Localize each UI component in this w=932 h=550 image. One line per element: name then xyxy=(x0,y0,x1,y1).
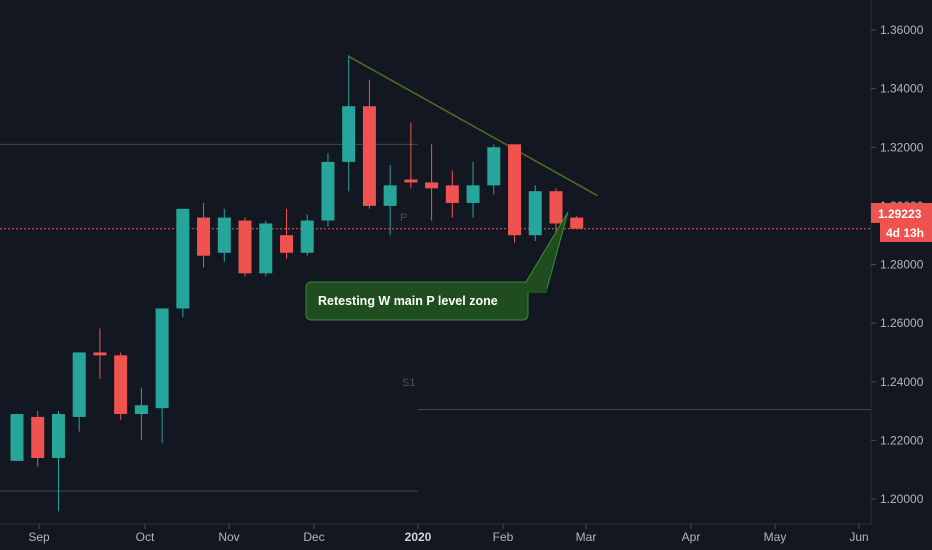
y-tick-label: 1.32000 xyxy=(880,140,924,154)
x-tick-label: May xyxy=(764,530,787,544)
x-tick-label: Feb xyxy=(493,530,514,544)
candle-body xyxy=(134,405,148,414)
candle-body xyxy=(176,208,190,309)
x-axis: Sep Oct Nov Dec 2020 Feb Mar Apr May Jun xyxy=(28,524,869,544)
candle xyxy=(176,208,190,318)
x-tick-label: 2020 xyxy=(405,530,432,544)
candle xyxy=(114,352,128,420)
candle xyxy=(425,144,439,221)
x-tick-label: Mar xyxy=(576,530,597,544)
candle-body xyxy=(342,106,356,162)
candle xyxy=(197,202,211,268)
y-tick-label: 1.20000 xyxy=(880,492,924,506)
annotation-callout[interactable]: Retesting W main P level zone xyxy=(305,211,569,321)
trendline-layer xyxy=(348,55,598,197)
candle xyxy=(466,161,480,218)
candle xyxy=(487,144,501,195)
candle xyxy=(362,79,376,209)
candle-body xyxy=(445,185,459,203)
candle-body xyxy=(279,235,293,253)
x-tick-label: Jun xyxy=(849,530,868,544)
candle-body xyxy=(10,413,24,461)
candle xyxy=(528,185,542,242)
candle-body xyxy=(93,352,107,356)
price-tag-box xyxy=(871,203,932,223)
trendline xyxy=(348,55,598,197)
candle-body xyxy=(404,179,418,183)
candle xyxy=(383,164,397,236)
callout-box xyxy=(305,281,529,321)
candle xyxy=(10,413,24,461)
candle-body xyxy=(487,147,501,186)
candle xyxy=(342,55,356,192)
candle-body xyxy=(362,106,376,206)
candle xyxy=(508,144,522,243)
countdown-tag-box xyxy=(880,223,932,242)
x-tick-label: Nov xyxy=(218,530,239,544)
candle xyxy=(238,217,252,277)
price-tag-value: 1.29223 xyxy=(878,207,922,221)
y-tick-label: 1.34000 xyxy=(880,82,924,96)
candle xyxy=(93,328,107,379)
pivot-s1-label: S1 xyxy=(402,377,415,389)
candle-body xyxy=(383,185,397,206)
candle xyxy=(155,308,169,444)
candle-body xyxy=(321,161,335,221)
x-tick-label: Dec xyxy=(303,530,324,544)
callout-text: Retesting W main P level zone xyxy=(318,294,498,308)
candle xyxy=(217,208,231,262)
candle-body xyxy=(300,220,314,253)
candle-body xyxy=(425,182,439,189)
candle-body xyxy=(155,308,169,409)
candle-body xyxy=(528,191,542,236)
candle-body xyxy=(549,191,563,224)
candle-body xyxy=(508,144,522,236)
candle xyxy=(259,220,273,277)
candle-body xyxy=(238,220,252,274)
candle xyxy=(321,153,335,227)
countdown-tag-value: 4d 13h xyxy=(886,226,924,240)
candle-body xyxy=(72,352,86,417)
y-tick-label: 1.22000 xyxy=(880,433,924,447)
candle-body xyxy=(114,355,128,414)
candle xyxy=(134,387,148,441)
candle xyxy=(570,216,584,230)
y-tick-label: 1.26000 xyxy=(880,316,924,330)
candle xyxy=(404,122,418,189)
candle xyxy=(72,352,86,432)
y-tick-label: 1.24000 xyxy=(880,375,924,389)
y-tick-label: 1.36000 xyxy=(880,23,924,37)
candle-body xyxy=(51,413,65,458)
candle-body xyxy=(217,217,231,253)
candle xyxy=(300,214,314,256)
candle-body xyxy=(197,217,211,256)
price-tag: 1.29223 4d 13h xyxy=(871,203,932,242)
candle-body xyxy=(466,185,480,203)
x-tick-label: Sep xyxy=(28,530,50,544)
candle xyxy=(31,411,45,467)
candle-body xyxy=(259,223,273,274)
callout-pointer-mask xyxy=(519,283,547,293)
y-tick-label: 1.28000 xyxy=(880,258,924,272)
x-tick-label: Oct xyxy=(136,530,155,544)
candles-layer xyxy=(10,55,584,512)
pivot-p-label: P xyxy=(400,212,407,224)
candle-body xyxy=(570,217,584,229)
candle xyxy=(279,208,293,259)
candle-body xyxy=(31,416,45,458)
x-tick-label: Apr xyxy=(682,530,701,544)
candle xyxy=(445,170,459,218)
candle xyxy=(51,411,65,512)
